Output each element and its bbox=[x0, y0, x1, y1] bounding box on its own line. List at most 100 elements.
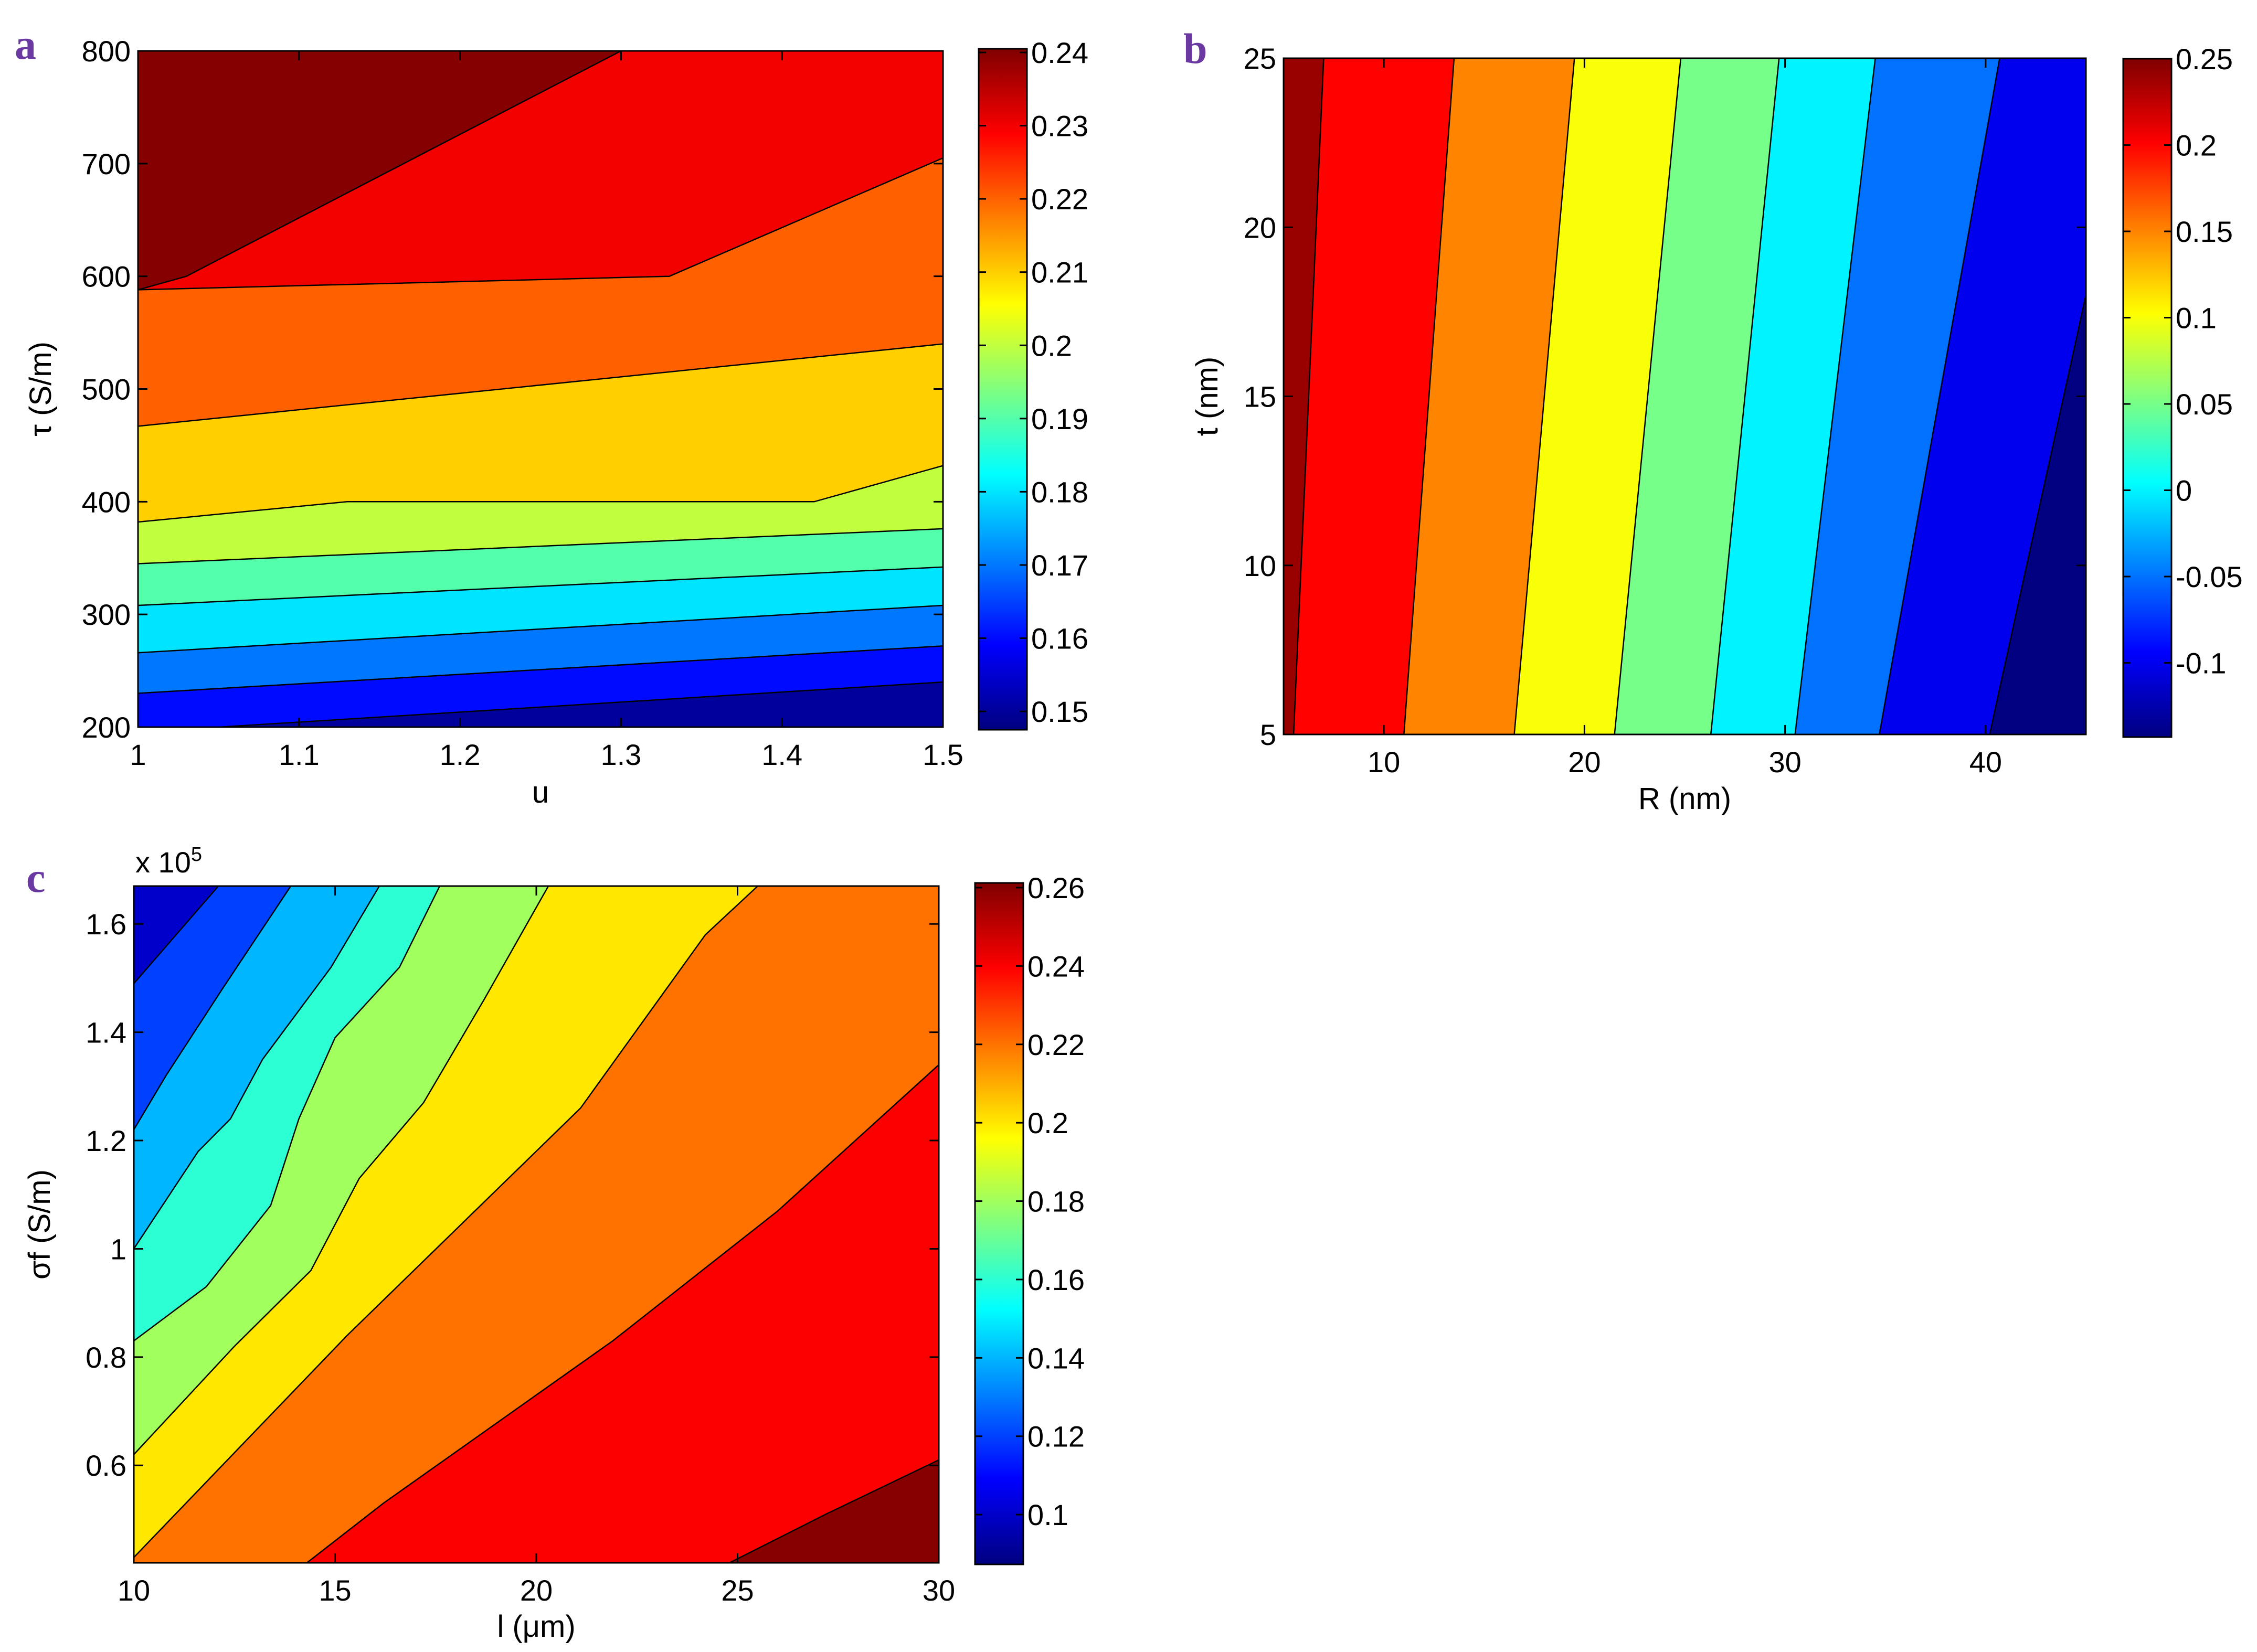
x-tick-label: 25 bbox=[721, 1574, 754, 1607]
colorbar-tick-label: 0.2 bbox=[2176, 129, 2217, 162]
contour-line bbox=[134, 886, 758, 1558]
colorbar bbox=[978, 48, 1028, 731]
colorbar-tick-label: -0.1 bbox=[2176, 647, 2227, 680]
panel-label-a: a bbox=[15, 20, 36, 68]
contour-line bbox=[138, 566, 943, 606]
colorbar-tick-label: 0.15 bbox=[1031, 695, 1088, 728]
colorbar-tick-label: 0.14 bbox=[1027, 1341, 1085, 1374]
y-tick-label: 5 bbox=[1260, 718, 1276, 751]
contour-line bbox=[1614, 58, 1682, 734]
contour-line bbox=[138, 604, 943, 654]
contour-line bbox=[134, 886, 292, 1131]
contour-line bbox=[218, 681, 943, 727]
colorbar-tick-label: 0.12 bbox=[1027, 1420, 1085, 1453]
y-tick-label: 0.8 bbox=[86, 1341, 126, 1374]
contour-line bbox=[1794, 58, 1876, 734]
y-tick-label: 700 bbox=[82, 147, 131, 180]
contour-line bbox=[1403, 58, 1455, 734]
colorbar-tick-label: 0.21 bbox=[1031, 256, 1088, 289]
x-tick-label: 10 bbox=[118, 1574, 150, 1607]
colorbar-tick-label: 0.24 bbox=[1031, 36, 1088, 69]
contour-line bbox=[138, 51, 621, 291]
y-tick-label: 800 bbox=[82, 35, 131, 68]
colorbar-tick-label: 0.16 bbox=[1027, 1263, 1085, 1296]
colorbar-tick-label: 0.18 bbox=[1031, 475, 1088, 508]
x-tick-label: 1.5 bbox=[923, 738, 963, 771]
contour-line bbox=[306, 1064, 939, 1563]
x-tick-label: 1.3 bbox=[600, 738, 641, 771]
x-tick-label: 15 bbox=[319, 1574, 351, 1607]
y-tick-label: 0.6 bbox=[86, 1449, 126, 1482]
x-tick-label: 1.1 bbox=[279, 738, 320, 771]
x-tick-label: 30 bbox=[923, 1574, 955, 1607]
colorbar-tick-label: 0.23 bbox=[1031, 110, 1088, 143]
y-tick-label: 400 bbox=[82, 485, 131, 518]
colorbar-tick-label: 0.22 bbox=[1027, 1028, 1085, 1061]
contour-line bbox=[134, 886, 380, 1250]
y-axis-title: τ (S/m) bbox=[24, 342, 58, 436]
contour-plot-a: 1 1.1 1.2 1.3 1.4 1.5 200 300 400 500 600 700 800 u τ … bbox=[24, 35, 1088, 809]
y-multiplier-c: x 105 bbox=[135, 844, 202, 879]
y-tick-label: 10 bbox=[1244, 549, 1276, 582]
colorbar bbox=[2122, 58, 2173, 738]
y-tick-label: 1.4 bbox=[86, 1016, 126, 1049]
colorbar-tick-label: 0.1 bbox=[1027, 1498, 1068, 1531]
contour-line bbox=[138, 343, 943, 427]
y-tick-label: 300 bbox=[82, 598, 131, 631]
colorbar-tick-label: 0.1 bbox=[2176, 302, 2217, 335]
y-tick-label: 600 bbox=[82, 260, 131, 293]
colorbar bbox=[974, 882, 1024, 1565]
colorbar-tick-label: 0.2 bbox=[1031, 329, 1072, 362]
y-tick-label: 1.6 bbox=[86, 908, 126, 941]
contour-line bbox=[1513, 58, 1575, 734]
y-tick-label: 200 bbox=[82, 711, 131, 744]
x-tick-label: 1 bbox=[130, 738, 146, 771]
contour-plot-b: 10 20 30 40 5 10 15 20 25 R (nm) t (nm) -0.1 -0.05 0 0… bbox=[1190, 42, 2243, 816]
y-tick-label: 20 bbox=[1244, 211, 1276, 244]
y-tick-label: 500 bbox=[82, 373, 131, 406]
colorbar-tick-label: 0.17 bbox=[1031, 549, 1088, 582]
contour-line bbox=[1710, 58, 1780, 734]
y-tick-label: 1.2 bbox=[86, 1124, 126, 1157]
colorbar-tick-label: 0.26 bbox=[1027, 871, 1085, 904]
y-axis-title: σf (S/m) bbox=[23, 1169, 57, 1280]
x-tick-label: 1.2 bbox=[440, 738, 481, 771]
y-tick-label: 15 bbox=[1244, 380, 1276, 413]
contour-line bbox=[1879, 58, 2000, 734]
contour-line bbox=[134, 886, 219, 984]
colorbar-tick-label: 0.22 bbox=[1031, 183, 1088, 216]
x-tick-label: 20 bbox=[1568, 745, 1601, 779]
x-tick-label: 30 bbox=[1768, 745, 1801, 779]
contour-line bbox=[1292, 58, 1324, 734]
panel-label-c: c bbox=[26, 854, 45, 901]
x-tick-label: 20 bbox=[520, 1574, 553, 1607]
x-tick-label: 10 bbox=[1368, 745, 1400, 779]
colorbar-tick-label: -0.05 bbox=[2176, 560, 2243, 593]
colorbar-tick-label: 0.05 bbox=[2176, 388, 2233, 421]
contour-line bbox=[729, 1459, 939, 1563]
colorbar-tick-label: 0.16 bbox=[1031, 622, 1088, 655]
contour-line bbox=[134, 886, 441, 1341]
x-axis-title: u bbox=[532, 775, 549, 809]
colorbar-tick-label: 0 bbox=[2176, 474, 2192, 507]
contour-line bbox=[1989, 294, 2086, 734]
colorbar-tick-label: 0.15 bbox=[2176, 215, 2233, 248]
colorbar-tick-label: 0.2 bbox=[1027, 1106, 1068, 1139]
contour-line bbox=[138, 157, 943, 291]
contour-line bbox=[134, 886, 549, 1455]
y-tick-label: 25 bbox=[1244, 42, 1276, 75]
contour-line bbox=[138, 465, 943, 523]
x-axis-title: l (μm) bbox=[497, 1610, 575, 1644]
y-tick-label: 1 bbox=[110, 1232, 126, 1265]
x-axis-title: R (nm) bbox=[1638, 782, 1731, 816]
colorbar-tick-label: 0.24 bbox=[1027, 950, 1085, 983]
colorbar-tick-label: 0.19 bbox=[1031, 402, 1088, 435]
x-tick-label: 40 bbox=[1969, 745, 2002, 779]
x-tick-label: 1.4 bbox=[761, 738, 802, 771]
contour-line bbox=[138, 645, 943, 694]
colorbar-tick-label: 0.18 bbox=[1027, 1185, 1085, 1218]
panel-label-b: b bbox=[1183, 25, 1207, 72]
contour-line bbox=[138, 528, 943, 564]
colorbar-tick-label: 0.25 bbox=[2176, 42, 2233, 76]
